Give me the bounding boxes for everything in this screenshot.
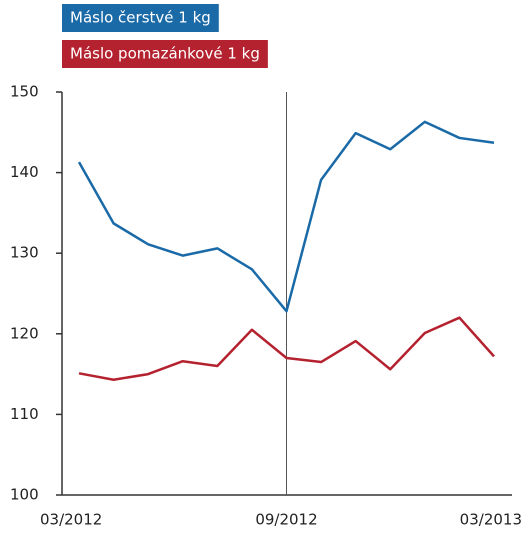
legend-swatch bbox=[62, 40, 268, 68]
legend-label: Máslo čerstvé 1 kg bbox=[70, 9, 211, 27]
legend-label: Máslo pomazánkové 1 kg bbox=[70, 45, 260, 63]
x-tick-label: 09/2012 bbox=[255, 511, 317, 529]
x-tick-label: 03/2013 bbox=[460, 511, 522, 529]
y-tick-label: 140 bbox=[10, 163, 39, 181]
x-tick-label: 03/2012 bbox=[40, 511, 102, 529]
y-tick-label: 120 bbox=[10, 324, 39, 342]
y-tick-label: 100 bbox=[10, 486, 39, 504]
y-tick-label: 150 bbox=[10, 83, 39, 101]
series-line bbox=[77, 120, 495, 313]
y-tick-label: 130 bbox=[10, 244, 39, 262]
y-tick-label: 110 bbox=[10, 405, 39, 423]
series-line bbox=[78, 316, 495, 381]
legend-swatch bbox=[62, 4, 219, 32]
